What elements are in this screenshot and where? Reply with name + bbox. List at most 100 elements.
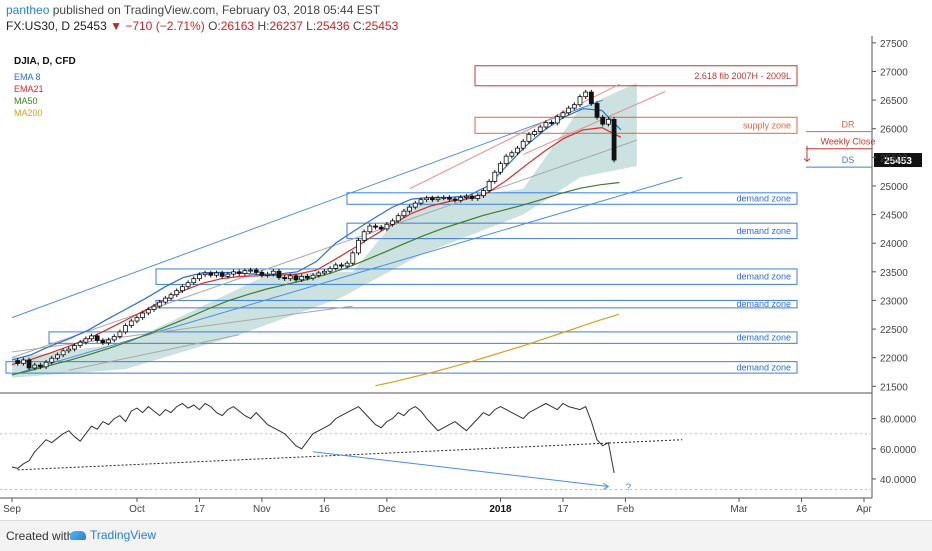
trend-line xyxy=(409,83,620,190)
publish-info: published on TradingView.com, February 0… xyxy=(52,3,381,17)
candle-body xyxy=(515,147,520,154)
candle-body xyxy=(208,272,214,276)
candle-body xyxy=(168,294,174,299)
demand-zone-label: demand zone xyxy=(736,194,791,204)
candle-body xyxy=(128,320,134,327)
candle-body xyxy=(185,282,191,288)
candle-body xyxy=(560,112,566,118)
price-tick-label: 23000 xyxy=(880,296,908,307)
candle-body xyxy=(361,231,367,241)
candle-body xyxy=(123,325,128,333)
candle-body xyxy=(197,274,202,280)
demand-zone-label: demand zone xyxy=(736,226,791,236)
ma50-line xyxy=(11,181,620,376)
candle-body xyxy=(401,210,407,217)
candle-body xyxy=(89,335,94,340)
rsi-trend-line xyxy=(17,439,683,471)
candle-body xyxy=(412,202,418,208)
candle-body xyxy=(60,350,66,356)
candle-body xyxy=(140,312,146,318)
candle-body xyxy=(248,269,253,272)
footer-bar: Created with TradingView xyxy=(0,520,932,551)
candle-body xyxy=(571,104,577,109)
price-tick-label: 22000 xyxy=(880,354,908,365)
candle-body xyxy=(134,317,140,322)
trend-line xyxy=(11,176,683,376)
candle-body xyxy=(66,348,72,352)
candle-body xyxy=(452,198,458,201)
candle-body xyxy=(265,273,271,276)
price-tick-label: 26500 xyxy=(880,96,908,107)
candle-body xyxy=(600,116,606,125)
candle-body xyxy=(344,262,350,267)
candle-body xyxy=(407,206,413,212)
time-tick-label: Nov xyxy=(253,504,271,515)
chart-background xyxy=(0,36,932,520)
candle-body xyxy=(469,195,475,199)
legend-entry: EMA21 xyxy=(14,84,44,94)
divergence-line xyxy=(312,451,609,487)
candle-body xyxy=(537,126,543,132)
down-arrow-icon: ▼ xyxy=(110,19,122,33)
candle-body xyxy=(106,339,111,344)
demand-zone-label: demand zone xyxy=(736,299,791,309)
candle-body xyxy=(367,225,373,233)
candle-body xyxy=(486,180,492,191)
legend-entry: EMA 8 xyxy=(14,72,41,82)
arrow-right-icon xyxy=(603,483,610,490)
author-link[interactable]: pantheo xyxy=(6,3,50,17)
candle-body xyxy=(395,215,401,222)
candle-body xyxy=(429,197,435,201)
candle-body xyxy=(304,275,310,279)
price-chart[interactable]: 2.618 fib 2007H - 2009L supply zone demand… xyxy=(0,36,932,520)
low-value: 25436 xyxy=(316,19,350,33)
tradingview-logo[interactable]: TradingView xyxy=(70,528,156,542)
trend-line xyxy=(522,91,666,155)
candle-body xyxy=(441,196,447,199)
legend-entry: MA50 xyxy=(14,96,38,106)
candle-body xyxy=(373,225,378,228)
candle-body xyxy=(191,278,197,284)
price-tick-label: 27500 xyxy=(880,39,908,50)
candle-body xyxy=(287,275,293,280)
arrow-down-icon xyxy=(803,145,811,163)
fib-zone-label: 2.618 fib 2007H - 2009L xyxy=(694,71,791,81)
candle-body xyxy=(162,297,168,303)
candle-body xyxy=(378,226,384,230)
trend-line xyxy=(11,139,637,359)
last-price: 25453 xyxy=(73,19,107,33)
candle-body xyxy=(327,267,333,272)
tradingview-icon xyxy=(70,531,86,540)
time-tick-label: Apr xyxy=(856,504,872,515)
candle-body xyxy=(111,336,117,341)
candle-body xyxy=(339,264,344,267)
candle-body xyxy=(594,103,600,118)
candle-body xyxy=(503,155,509,165)
chart-title: DJIA, D, CFD xyxy=(14,56,76,67)
candle-body xyxy=(321,270,327,274)
candle-body xyxy=(543,122,549,128)
candle-body xyxy=(418,199,424,204)
ema21-line xyxy=(11,126,622,366)
candle-body xyxy=(611,118,617,161)
candle-body xyxy=(55,354,60,359)
candle-body xyxy=(350,252,356,264)
supply-zone xyxy=(474,116,798,134)
price-tick-label: 23500 xyxy=(880,268,908,279)
candle-body xyxy=(145,309,151,314)
candle-body xyxy=(356,239,361,254)
candle-body xyxy=(333,264,339,269)
demand-zone xyxy=(346,222,798,240)
price-tick-label: 24000 xyxy=(880,239,908,250)
candle-body xyxy=(94,335,100,341)
fib-zone xyxy=(474,65,798,87)
candle-body xyxy=(259,271,265,276)
divergence-label: ? xyxy=(625,482,631,493)
candle-body xyxy=(253,269,259,273)
time-tick-label: 2018 xyxy=(489,504,512,515)
time-tick-label: Dec xyxy=(378,504,396,515)
demand-zone xyxy=(48,331,798,344)
candle-body xyxy=(219,272,225,277)
symbol-header: FX:US30, D 25453 ▼ −710 (−2.71%) O:26163… xyxy=(6,19,399,33)
trend-line xyxy=(11,99,603,319)
